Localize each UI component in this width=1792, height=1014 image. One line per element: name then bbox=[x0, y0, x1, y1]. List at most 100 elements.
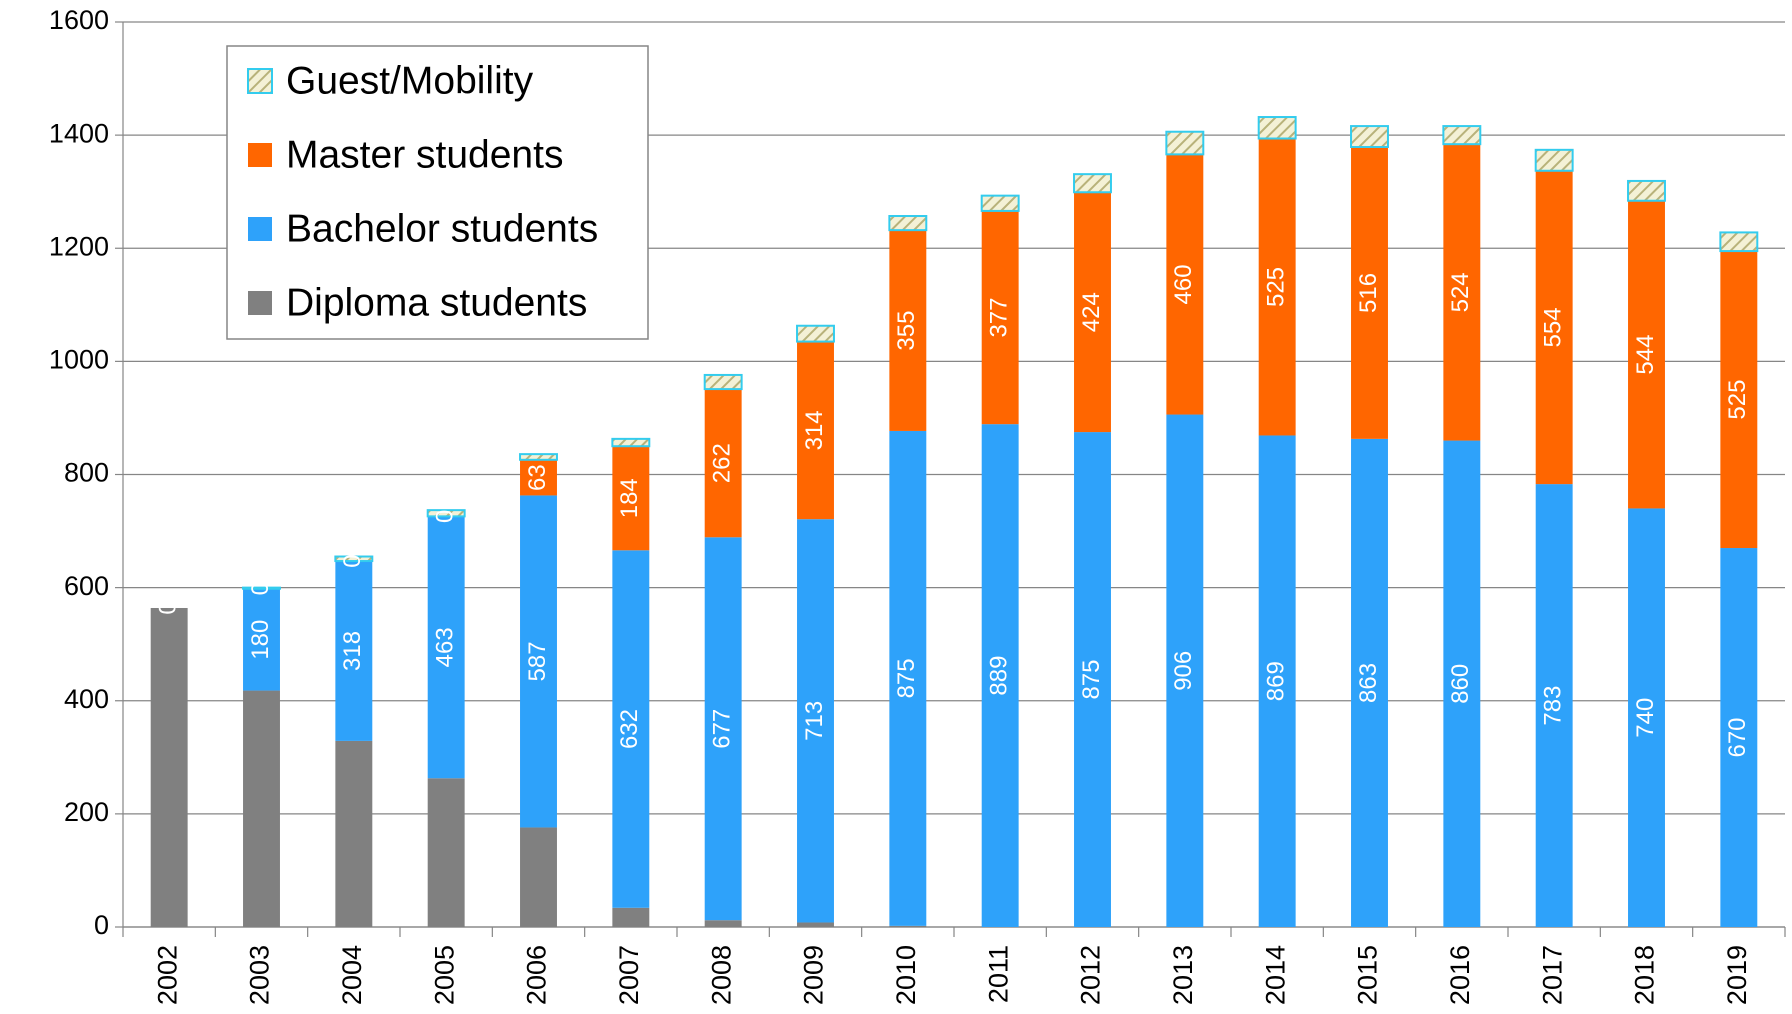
x-tick-label: 2006 bbox=[522, 945, 552, 1005]
bar-segment bbox=[427, 516, 465, 779]
value-label: 184 bbox=[616, 478, 643, 518]
legend-box bbox=[226, 45, 649, 340]
bar-segment bbox=[1258, 435, 1296, 927]
x-tick-label: 2004 bbox=[337, 945, 367, 1005]
y-tick-label: 1400 bbox=[49, 118, 109, 148]
value-label: 632 bbox=[616, 709, 643, 749]
value-label: 740 bbox=[1632, 698, 1659, 738]
value-label: 525 bbox=[1263, 267, 1290, 307]
y-tick-label: 1200 bbox=[49, 231, 109, 261]
x-tick-label: 2008 bbox=[706, 945, 736, 1005]
value-label: 0 bbox=[155, 601, 182, 614]
bar-segment bbox=[1074, 192, 1111, 433]
value-label: 377 bbox=[986, 298, 1013, 338]
value-label: 355 bbox=[893, 311, 920, 351]
y-tick-label: 0 bbox=[94, 910, 109, 940]
bar-segment bbox=[150, 607, 188, 927]
value-label: 460 bbox=[1170, 264, 1197, 304]
bar-segment bbox=[520, 827, 557, 927]
bar-segment bbox=[889, 430, 927, 926]
bar-segment bbox=[1719, 231, 1759, 253]
value-label: 0 bbox=[432, 510, 459, 523]
value-label: 516 bbox=[1355, 273, 1382, 313]
value-label: 783 bbox=[1540, 686, 1567, 726]
legend-swatch bbox=[248, 143, 272, 167]
bar-segment bbox=[797, 519, 834, 923]
value-label: 875 bbox=[893, 658, 920, 698]
y-tick-label: 1600 bbox=[49, 5, 109, 35]
x-tick-label: 2009 bbox=[799, 945, 829, 1005]
x-tick-label: 2018 bbox=[1630, 945, 1660, 1005]
bar-segment bbox=[1534, 148, 1574, 172]
bar-segment bbox=[243, 690, 280, 927]
value-label: 424 bbox=[1078, 292, 1105, 332]
value-label: 524 bbox=[1447, 272, 1474, 312]
bar-segment bbox=[704, 537, 742, 921]
value-label: 869 bbox=[1263, 661, 1290, 701]
bar-segment bbox=[981, 210, 1019, 425]
bar-segment bbox=[426, 509, 466, 518]
bar-segment bbox=[243, 588, 280, 691]
x-tick-label: 2014 bbox=[1260, 945, 1290, 1005]
bar-segment bbox=[519, 453, 558, 461]
value-label: 525 bbox=[1724, 380, 1751, 420]
x-tick-label: 2013 bbox=[1168, 945, 1198, 1005]
bar-segment bbox=[242, 586, 281, 590]
bar-segment bbox=[1351, 438, 1388, 927]
bar-segment bbox=[1350, 125, 1389, 149]
bar-segment bbox=[1627, 179, 1666, 202]
bar-segment bbox=[520, 459, 557, 496]
bar-segment bbox=[611, 437, 651, 448]
x-tick-label: 2015 bbox=[1353, 945, 1383, 1005]
value-label: 262 bbox=[709, 443, 736, 483]
legend-swatch bbox=[248, 217, 272, 241]
x-tick-label: 2010 bbox=[891, 945, 921, 1005]
bar-segment bbox=[1443, 144, 1481, 441]
bar-segment bbox=[1720, 251, 1758, 549]
bar-segment bbox=[1720, 548, 1758, 927]
legend-swatch bbox=[247, 68, 273, 94]
value-label: 906 bbox=[1170, 651, 1197, 691]
bar-segment bbox=[335, 740, 373, 927]
bar-segment bbox=[1165, 130, 1205, 156]
y-tick-label: 200 bbox=[64, 797, 109, 827]
bar-segment bbox=[1166, 414, 1204, 927]
bar-segment bbox=[1073, 173, 1112, 194]
bar-segment bbox=[612, 446, 650, 551]
value-label: 463 bbox=[432, 627, 459, 667]
bar-segment bbox=[520, 495, 557, 828]
bar-segment bbox=[1442, 125, 1482, 146]
value-label: 860 bbox=[1447, 664, 1474, 704]
bar-segment bbox=[888, 215, 928, 232]
bar-segment bbox=[704, 389, 742, 538]
x-tick-label: 2005 bbox=[429, 945, 459, 1005]
bar-segment bbox=[981, 424, 1019, 927]
value-label: 0 bbox=[247, 582, 274, 595]
x-tick-label: 2019 bbox=[1722, 945, 1752, 1005]
bar-segment bbox=[703, 373, 743, 391]
bar-segment bbox=[612, 907, 650, 927]
value-label: 889 bbox=[986, 656, 1013, 696]
x-tick-label: 2003 bbox=[245, 945, 275, 1005]
bar-segment bbox=[1628, 508, 1665, 927]
x-tick-label: 2017 bbox=[1537, 945, 1567, 1005]
bar-segment bbox=[1351, 147, 1388, 439]
value-label: 318 bbox=[339, 631, 366, 671]
bar-segment bbox=[797, 341, 834, 520]
bar-segment bbox=[889, 230, 927, 431]
value-label: 554 bbox=[1540, 307, 1567, 347]
bar-segment bbox=[889, 925, 927, 927]
legend-label: Diploma students bbox=[286, 281, 587, 324]
value-label: 863 bbox=[1355, 663, 1382, 703]
bar-segment bbox=[1258, 138, 1296, 436]
value-label: 180 bbox=[247, 620, 274, 660]
value-label: 713 bbox=[801, 701, 828, 741]
y-tick-label: 400 bbox=[64, 684, 109, 714]
x-tick-label: 2007 bbox=[614, 945, 644, 1005]
bar-segment bbox=[1074, 432, 1111, 927]
bar-segment bbox=[427, 778, 465, 927]
legend: Guest/Mobility Master students Bachelor st… bbox=[226, 45, 649, 340]
legend-label: Master students bbox=[286, 133, 563, 176]
value-label: 670 bbox=[1724, 717, 1751, 757]
